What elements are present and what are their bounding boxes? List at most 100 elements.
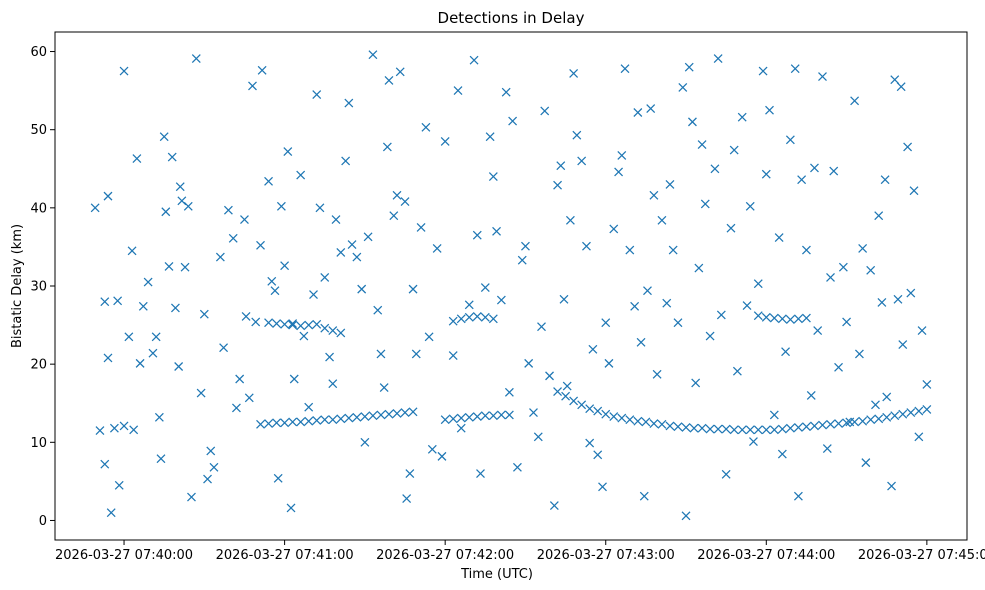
data-point: [790, 64, 800, 74]
y-tick-label: 20: [30, 358, 47, 373]
data-point: [732, 366, 742, 376]
data-point: [448, 414, 458, 424]
data-point: [769, 425, 779, 435]
data-point: [427, 444, 437, 454]
data-point: [405, 469, 415, 479]
data-point: [448, 316, 458, 326]
data-point: [598, 482, 607, 492]
data-point: [312, 415, 322, 425]
data-point: [174, 362, 184, 371]
data-point: [665, 421, 675, 431]
data-point: [777, 449, 787, 459]
data-point: [402, 494, 412, 504]
data-point: [559, 294, 569, 304]
data-point: [480, 283, 490, 293]
data-point: [588, 344, 598, 354]
data-point: [286, 503, 296, 513]
data-point: [235, 374, 245, 384]
data-point: [633, 416, 643, 426]
data-point: [392, 408, 402, 418]
data-point: [336, 328, 346, 338]
data-point: [545, 371, 554, 381]
data-point: [537, 322, 546, 332]
data-point: [312, 90, 322, 99]
data-point: [806, 390, 816, 400]
data-point: [769, 313, 779, 323]
data-point: [244, 393, 254, 403]
data-point: [328, 415, 338, 425]
data-point: [684, 62, 694, 72]
data-point: [512, 462, 522, 472]
data-point: [553, 180, 563, 190]
data-point: [777, 424, 787, 434]
data-point: [691, 378, 701, 388]
data-point: [834, 419, 843, 428]
data-point: [376, 410, 386, 420]
data-point: [636, 337, 646, 347]
data-point: [845, 417, 855, 427]
data-point: [882, 412, 892, 422]
data-point: [328, 326, 338, 335]
data-point: [456, 423, 466, 433]
data-point: [633, 108, 643, 117]
data-point: [898, 340, 908, 350]
data-point: [312, 319, 322, 329]
data-point: [251, 317, 261, 327]
data-point: [480, 312, 490, 322]
data-point: [810, 163, 819, 173]
data-point: [485, 132, 495, 142]
data-point: [379, 383, 389, 393]
data-point: [761, 312, 771, 322]
data-point: [270, 286, 280, 296]
data-point: [898, 409, 908, 419]
data-point: [713, 54, 723, 64]
data-point: [288, 417, 298, 427]
data-point: [143, 277, 153, 287]
y-tick-label: 60: [30, 45, 47, 60]
data-point: [424, 332, 434, 342]
data-point: [810, 421, 819, 431]
data-point: [400, 408, 410, 418]
data-point: [464, 412, 474, 422]
data-point: [296, 321, 306, 331]
data-point: [582, 241, 591, 251]
data-point: [657, 419, 667, 429]
data-point: [472, 412, 482, 421]
data-point: [617, 413, 627, 423]
data-point: [818, 420, 827, 430]
data-point: [890, 75, 900, 85]
data-point: [368, 411, 378, 421]
data-point: [304, 402, 314, 412]
data-point: [549, 501, 559, 511]
data-point: [777, 314, 787, 324]
data-point: [408, 407, 418, 417]
y-axis: 0 10 20 30 40 50 60: [30, 45, 55, 529]
data-point: [240, 215, 249, 225]
data-point: [138, 301, 148, 311]
data-point: [705, 424, 715, 434]
x-tick-label: 2026-03-27 07:43:00: [537, 548, 675, 563]
data-point: [896, 82, 906, 92]
data-point: [769, 410, 779, 420]
data-point: [822, 444, 832, 454]
data-point: [464, 300, 474, 310]
data-point: [215, 252, 225, 262]
data-point: [649, 190, 659, 200]
data-point: [700, 199, 710, 209]
data-point: [753, 425, 763, 435]
data-point: [283, 147, 293, 157]
data-point: [842, 317, 852, 327]
points-layer: [90, 50, 932, 521]
data-point: [119, 421, 129, 431]
x-tick-label: 2026-03-27 07:45:00: [858, 548, 985, 563]
data-point: [288, 320, 298, 330]
data-point: [858, 244, 868, 253]
data-point: [231, 403, 241, 413]
data-point: [304, 320, 314, 330]
data-point: [496, 410, 506, 420]
data-point: [113, 296, 123, 306]
data-point: [508, 116, 518, 126]
data-point: [154, 412, 164, 422]
data-point: [352, 252, 362, 262]
data-point: [609, 224, 619, 234]
